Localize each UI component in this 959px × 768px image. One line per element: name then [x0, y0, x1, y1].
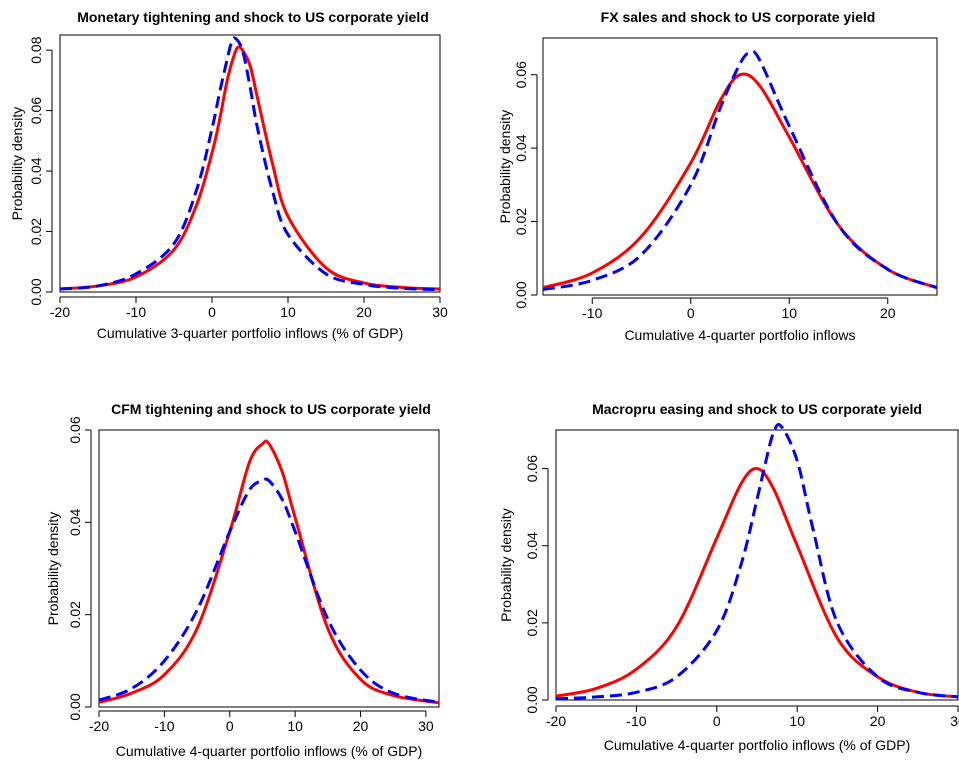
y-axis-label: Probability density	[9, 107, 25, 221]
y-tick-label: 0.02	[524, 609, 540, 636]
x-tick-label: -10	[154, 718, 174, 734]
y-tick-label: 0.02	[67, 601, 83, 628]
y-tick-label: 0.04	[28, 157, 44, 184]
x-tick-label: 0	[713, 713, 721, 729]
chart-title: Monetary tightening and shock to US corp…	[77, 9, 429, 25]
plot-frame	[542, 37, 938, 296]
x-tick-label: 20	[356, 304, 372, 320]
series-line-dashed	[542, 50, 938, 291]
x-tick-label: 30	[432, 304, 448, 320]
y-tick-label: 0.04	[67, 508, 83, 535]
x-tick-label: -20	[546, 713, 566, 729]
x-axis-label: Cumulative 4-quarter portfolio inflows (…	[604, 737, 911, 753]
x-tick-label: 30	[950, 713, 959, 729]
y-tick-label: 0.00	[67, 693, 83, 720]
x-tick-label: 0	[226, 718, 234, 734]
y-tick-label: 0.00	[524, 686, 540, 713]
y-tick-label: 0.08	[28, 36, 44, 63]
chart-panel-1: Monetary tightening and shock to US corp…	[9, 9, 448, 341]
series-line-solid	[98, 439, 440, 705]
x-tick-label: 30	[418, 718, 434, 734]
chart-title: FX sales and shock to US corporate yield	[601, 9, 876, 25]
x-tick-label: 20	[353, 718, 369, 734]
chart-title: CFM tightening and shock to US corporate…	[111, 401, 431, 417]
x-tick-label: -10	[582, 305, 602, 321]
x-axis-label: Cumulative 4-quarter portfolio inflows	[624, 327, 855, 343]
plot-frame	[59, 34, 441, 293]
x-tick-label: 10	[287, 718, 303, 734]
y-tick-label: 0.00	[28, 278, 44, 305]
x-tick-label: -10	[126, 304, 146, 320]
y-tick-label: 0.06	[513, 61, 529, 88]
y-tick-label: 0.02	[28, 218, 44, 245]
x-tick-label: 10	[280, 304, 296, 320]
y-tick-label: 0.04	[513, 134, 529, 161]
series-line-dashed	[98, 477, 440, 704]
chart-panel-2: FX sales and shock to US corporate yield…	[497, 9, 938, 343]
y-tick-label: 0.06	[524, 455, 540, 482]
x-tick-label: 20	[880, 305, 896, 321]
x-tick-label: 0	[687, 305, 695, 321]
y-tick-label: 0.06	[28, 97, 44, 124]
x-tick-label: 10	[781, 305, 797, 321]
y-tick-label: 0.02	[513, 208, 529, 235]
chart-title: Macropru easing and shock to US corporat…	[592, 401, 922, 417]
y-tick-label: 0.06	[67, 416, 83, 443]
plot-frame	[555, 429, 959, 701]
series-line-solid	[59, 45, 441, 291]
x-axis-label: Cumulative 3-quarter portfolio inflows (…	[97, 325, 404, 341]
x-tick-label: -20	[89, 718, 109, 734]
x-tick-label: -10	[626, 713, 646, 729]
y-tick-label: 0.00	[513, 281, 529, 308]
y-tick-label: 0.04	[524, 532, 540, 559]
series-line-dashed	[59, 36, 441, 292]
x-axis-label: Cumulative 4-quarter portfolio inflows (…	[116, 743, 423, 759]
series-line-dashed	[555, 423, 959, 701]
y-axis-label: Probability density	[497, 110, 513, 224]
y-axis-label: Probability density	[498, 508, 514, 622]
x-tick-label: 10	[789, 713, 805, 729]
chart-panel-3: CFM tightening and shock to US corporate…	[45, 401, 440, 759]
x-tick-label: 20	[870, 713, 886, 729]
y-axis-label: Probability density	[45, 512, 61, 626]
x-tick-label: 0	[208, 304, 216, 320]
series-line-solid	[555, 467, 959, 699]
chart-panel-4: Macropru easing and shock to US corporat…	[498, 401, 959, 753]
plot-frame	[98, 429, 440, 708]
x-tick-label: -20	[50, 304, 70, 320]
series-line-solid	[542, 72, 938, 290]
